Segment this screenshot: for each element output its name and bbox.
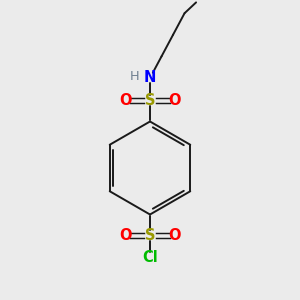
Text: O: O — [119, 93, 132, 108]
Text: S: S — [145, 228, 155, 243]
Text: O: O — [168, 228, 181, 243]
Text: N: N — [144, 70, 156, 86]
Text: Cl: Cl — [142, 250, 158, 265]
Text: O: O — [119, 228, 132, 243]
Text: S: S — [145, 93, 155, 108]
Text: O: O — [168, 93, 181, 108]
Text: H: H — [130, 70, 139, 83]
